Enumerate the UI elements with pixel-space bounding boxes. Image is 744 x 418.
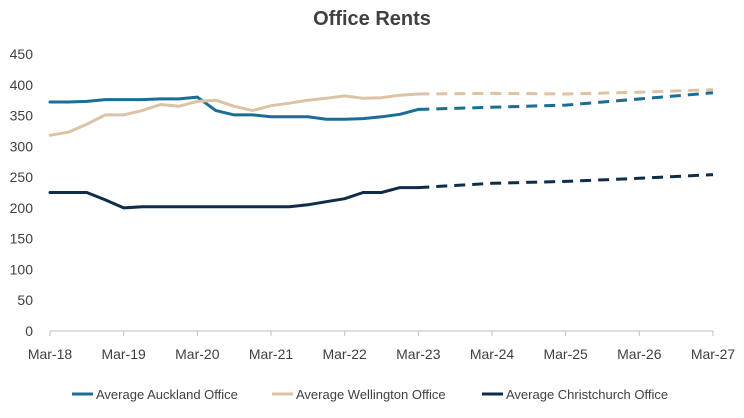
y-tick-label: 100 (10, 261, 34, 277)
x-tick-label: Mar-25 (543, 346, 588, 362)
y-tick-label: 150 (10, 231, 34, 247)
series-line-forecast (418, 91, 714, 111)
x-tick-label: Mar-22 (322, 346, 367, 362)
x-tick-label: Mar-20 (175, 346, 220, 362)
x-tick-label: Mar-18 (28, 346, 73, 362)
y-tick-label: 400 (10, 77, 34, 93)
chart-title: Office Rents (313, 8, 431, 30)
legend-label: Average Christchurch Office (506, 387, 668, 402)
y-tick-label: 200 (10, 200, 34, 216)
legend-label: Average Auckland Office (96, 387, 238, 402)
y-tick-label: 250 (10, 169, 34, 185)
y-tick-label: 350 (10, 108, 34, 124)
series-line-forecast (418, 88, 714, 96)
x-tick-label: Mar-27 (691, 346, 736, 362)
series-line-forecast (418, 173, 714, 190)
y-tick-label: 0 (25, 323, 33, 339)
legend-label: Average Wellington Office (296, 387, 446, 402)
y-tick-label: 450 (10, 46, 34, 62)
y-tick-label: 50 (17, 292, 33, 308)
y-tick-label: 300 (10, 138, 34, 154)
x-tick-label: Mar-19 (101, 346, 146, 362)
x-tick-label: Mar-21 (249, 346, 294, 362)
x-tick-label: Mar-23 (396, 346, 441, 362)
series-line-actual (48, 95, 420, 121)
series-line-actual (48, 92, 420, 137)
series-line-actual (48, 186, 420, 210)
x-tick-label: Mar-26 (617, 346, 662, 362)
x-tick-label: Mar-24 (470, 346, 515, 362)
